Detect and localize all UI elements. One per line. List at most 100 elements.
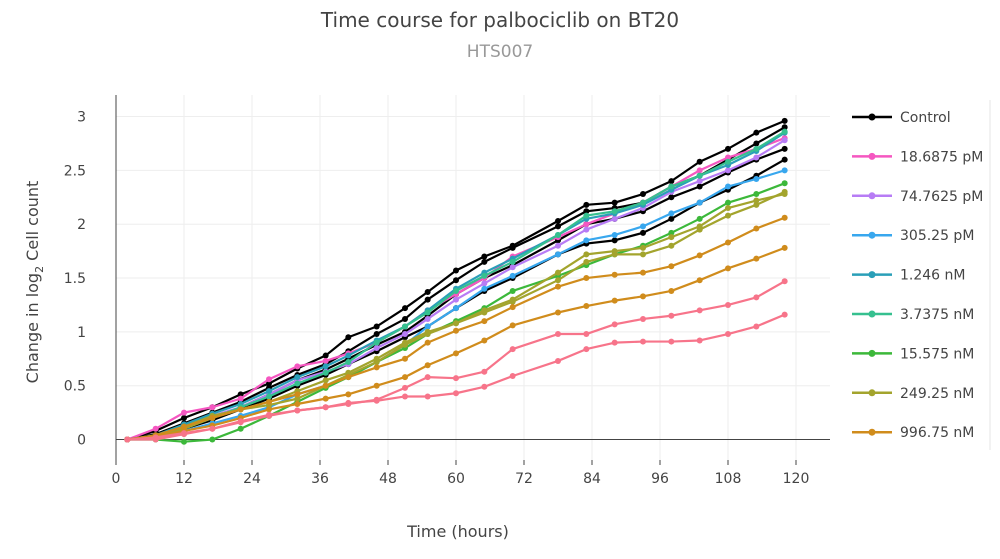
data-point xyxy=(453,277,459,284)
data-point xyxy=(424,393,431,400)
x-tick-label: 0 xyxy=(112,471,121,487)
data-point xyxy=(509,373,516,380)
legend: Control 18.6875 pM 74.7625 pM 305.25 pM 1.24… xyxy=(852,110,983,441)
data-point xyxy=(696,337,703,344)
data-point xyxy=(781,137,788,144)
data-point xyxy=(640,338,646,345)
data-point xyxy=(583,303,590,310)
data-point xyxy=(424,374,431,381)
data-point xyxy=(453,296,459,303)
data-point xyxy=(696,178,703,185)
data-point xyxy=(181,415,187,422)
data-point xyxy=(373,323,380,330)
data-point xyxy=(753,201,760,208)
data-point xyxy=(753,129,760,136)
data-point xyxy=(555,357,561,364)
data-point xyxy=(424,289,431,296)
data-point xyxy=(402,305,408,312)
legend-item[interactable]: 996.75 nM xyxy=(852,425,974,441)
data-point xyxy=(322,404,329,411)
legend-swatch-marker xyxy=(868,192,876,200)
y-tick-label: 1.5 xyxy=(64,271,86,287)
legend-item[interactable]: Control xyxy=(852,110,951,126)
data-point xyxy=(555,231,561,238)
data-point xyxy=(237,395,244,402)
data-point xyxy=(696,158,703,165)
data-point xyxy=(555,251,561,258)
data-point xyxy=(668,178,675,185)
data-point xyxy=(322,363,329,370)
data-point xyxy=(124,436,131,443)
data-point xyxy=(668,242,675,249)
legend-item[interactable]: 1.246 nM xyxy=(852,268,965,284)
data-point xyxy=(266,393,272,400)
y-tick-label: 3 xyxy=(77,110,86,126)
data-point xyxy=(266,388,272,395)
data-point xyxy=(668,229,675,236)
legend-item[interactable]: 249.25 nM xyxy=(852,386,974,402)
data-point xyxy=(725,145,731,152)
data-point xyxy=(725,331,731,338)
legend-item[interactable]: 15.575 nM xyxy=(852,346,974,362)
data-point xyxy=(668,287,675,294)
data-point xyxy=(611,231,618,238)
data-point xyxy=(583,251,590,258)
data-point xyxy=(509,304,516,311)
data-point xyxy=(725,239,731,246)
data-point xyxy=(725,265,731,272)
data-point xyxy=(781,311,788,318)
legend-item[interactable]: 3.7375 nM xyxy=(852,307,974,323)
legend-label: 249.25 nM xyxy=(900,386,974,402)
legend-item[interactable]: 305.25 pM xyxy=(852,228,974,244)
data-point xyxy=(402,331,408,338)
legend-swatch-marker xyxy=(868,271,876,279)
data-point xyxy=(725,154,731,161)
y-axis-label: Change in log2 Cell count xyxy=(23,181,46,384)
data-point xyxy=(753,140,760,147)
x-tick-label: 72 xyxy=(515,471,533,487)
legend-item[interactable]: 18.6875 pM xyxy=(852,149,983,165)
data-point xyxy=(583,346,590,353)
x-tick-label: 48 xyxy=(379,471,397,487)
data-point xyxy=(481,285,488,292)
data-point xyxy=(583,275,590,282)
x-tick-label: 108 xyxy=(715,471,742,487)
data-point xyxy=(402,339,408,346)
legend-item[interactable]: 74.7625 pM xyxy=(852,189,983,205)
data-point xyxy=(583,221,590,228)
data-point xyxy=(555,223,561,230)
data-point xyxy=(753,255,760,262)
data-point xyxy=(611,199,618,206)
legend-label: 1.246 nM xyxy=(900,268,965,284)
data-point xyxy=(266,406,272,413)
data-point xyxy=(209,415,216,422)
y-tick-label: 1 xyxy=(77,325,86,341)
data-point xyxy=(555,277,561,284)
data-point xyxy=(781,167,788,174)
data-point xyxy=(781,180,788,187)
legend-label: 18.6875 pM xyxy=(900,149,983,165)
x-axis-label: Time (hours) xyxy=(406,522,509,541)
data-point xyxy=(668,263,675,270)
x-tick-label: 24 xyxy=(243,471,261,487)
axes: 0 12 24 36 48 60 72 84 96 108 120 0 0.5 1 1.5 2 2.5 3 xyxy=(64,95,809,487)
data-point xyxy=(402,374,408,381)
data-point xyxy=(668,183,675,190)
series-line xyxy=(127,216,786,441)
data-point xyxy=(611,215,618,222)
data-point xyxy=(509,258,516,265)
data-point xyxy=(322,352,329,359)
data-point xyxy=(696,215,703,222)
data-point xyxy=(481,272,488,279)
data-point xyxy=(322,369,329,376)
data-point xyxy=(509,287,516,294)
x-tick-label: 12 xyxy=(175,471,193,487)
data-point xyxy=(611,208,618,215)
data-point xyxy=(640,315,646,322)
data-point xyxy=(668,215,675,222)
data-point xyxy=(753,154,760,161)
series-unlabeled xyxy=(124,311,788,443)
y-axis-label-main: Change in log xyxy=(23,273,42,383)
data-point xyxy=(373,382,380,389)
data-point xyxy=(424,315,431,322)
